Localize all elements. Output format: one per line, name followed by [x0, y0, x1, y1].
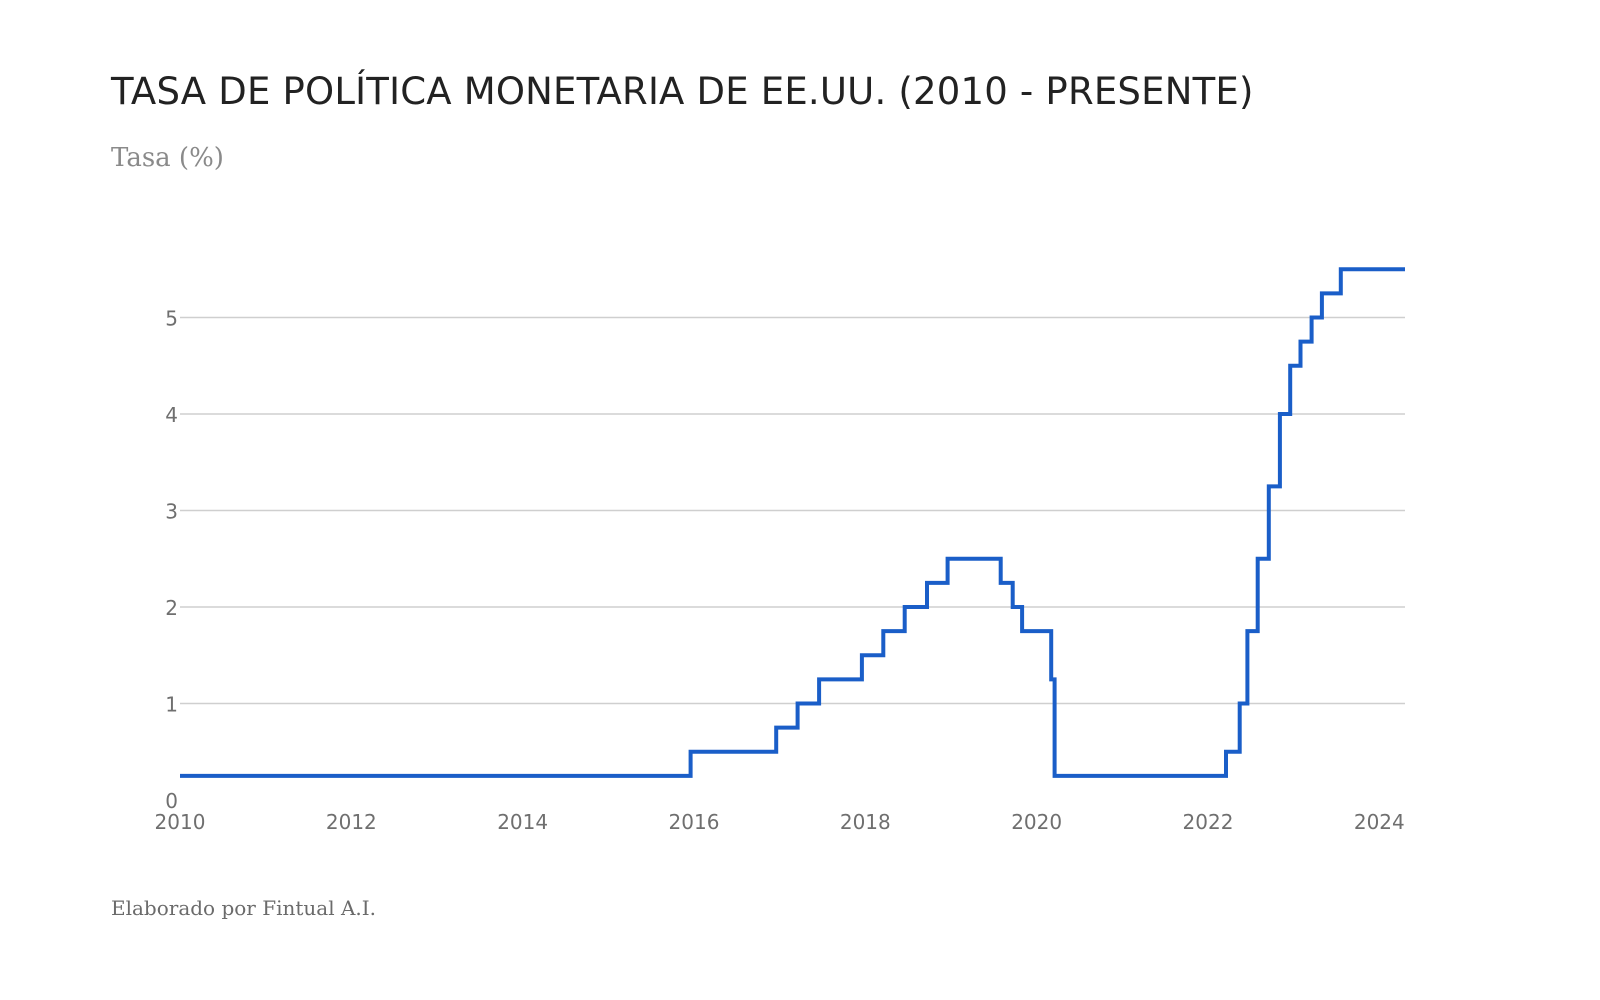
x-tick-label: 2022	[1183, 810, 1234, 834]
series-layer	[180, 267, 1405, 778]
x-tick-label: 2024	[1354, 810, 1405, 834]
y-tick-label: 0	[165, 789, 178, 813]
y-tick-label: 5	[165, 307, 178, 331]
y-tick-label: 2	[165, 596, 178, 620]
y-tick-label: 4	[165, 403, 178, 427]
x-tick-label: 2018	[840, 810, 891, 834]
credit-footer: Elaborado por Fintual A.I.	[111, 896, 377, 920]
x-tick-label: 2016	[669, 810, 720, 834]
y-tick-label: 1	[165, 693, 178, 717]
y-axis-ticks: 0 1 2 3 4 5	[165, 307, 178, 814]
y-axis-label: Tasa (%)	[111, 143, 224, 173]
y-tick-label: 3	[165, 500, 178, 524]
x-tick-label: 2014	[497, 810, 548, 834]
x-axis-ticks: 2010 2012 2014 2016 2018 2020 2022 2024	[155, 810, 1405, 834]
x-tick-label: 2012	[326, 810, 377, 834]
x-tick-label: 2020	[1011, 810, 1062, 834]
chart-title: TASA DE POLÍTICA MONETARIA DE EE.UU. (20…	[111, 70, 1254, 113]
grid-lines	[180, 316, 1405, 705]
series-line-0	[180, 267, 1405, 778]
x-tick-label: 2010	[155, 810, 206, 834]
